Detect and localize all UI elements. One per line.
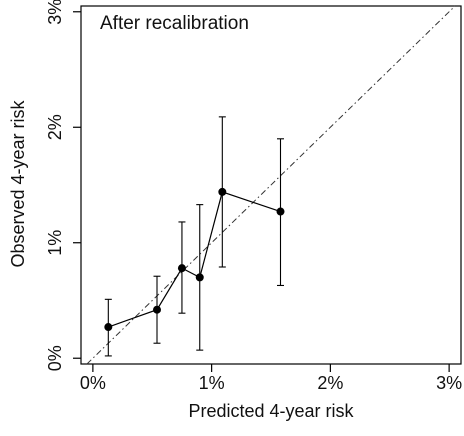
x-tick-label: 0% (80, 373, 106, 393)
y-tick-label: 0% (45, 345, 65, 371)
y-axis-label: Observed 4-year risk (8, 99, 28, 267)
x-tick-label: 3% (436, 373, 462, 393)
y-tick-label: 2% (45, 114, 65, 140)
chart-title: After recalibration (100, 13, 249, 34)
reference-line-layer (86, 5, 456, 365)
x-tick-label: 1% (199, 373, 225, 393)
y-tick-label: 3% (45, 0, 65, 25)
series-line (108, 191, 281, 328)
y-tick-label: 1% (45, 230, 65, 256)
plot-frame (80, 5, 462, 365)
data-point (218, 187, 227, 196)
data-point (276, 207, 285, 216)
data-point (104, 323, 113, 332)
data-point (177, 264, 186, 273)
series-layer (104, 116, 285, 357)
axes-layer: 0% 1% 2% 3% 0% 1% 2% 3% (45, 0, 462, 393)
data-point (195, 273, 204, 282)
x-axis-label: Predicted 4-year risk (188, 401, 354, 421)
x-tick-label: 2% (317, 373, 343, 393)
data-point (153, 305, 161, 314)
reference-diagonal-line (86, 5, 456, 365)
